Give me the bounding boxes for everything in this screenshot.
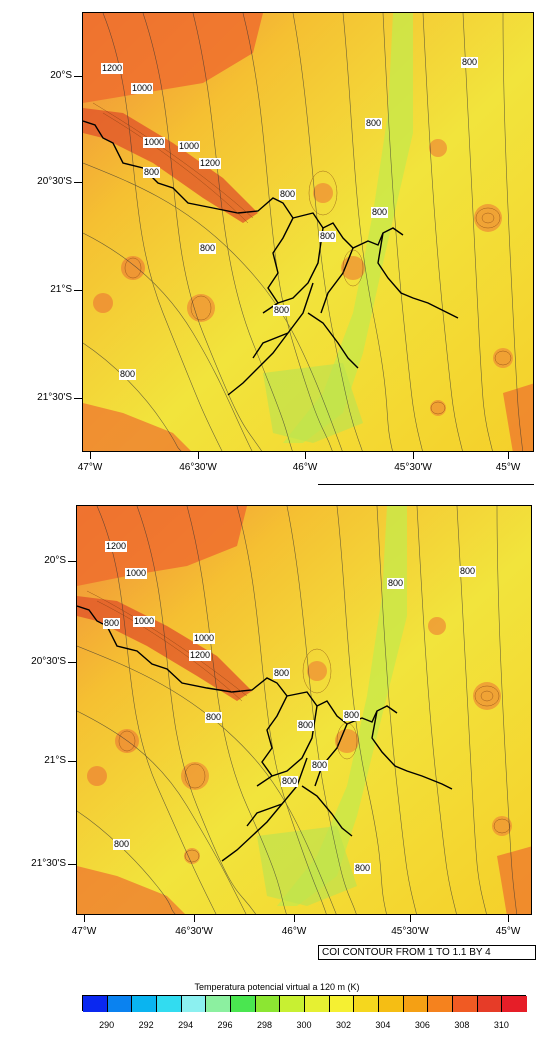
colorbar-cell: [231, 996, 256, 1012]
latitude-label: 21°30'S: [37, 392, 72, 403]
colorbar-tick-label: 290: [99, 1020, 115, 1030]
colorbar-bar: [82, 995, 527, 1012]
colorbar-cell: [379, 996, 404, 1012]
contour-label: 800: [273, 668, 291, 679]
contour-label: 800: [281, 776, 299, 787]
colorbar-cell: [255, 996, 281, 1012]
latitude-label: 20°30'S: [31, 656, 66, 667]
contour-label: 800: [459, 566, 477, 577]
colorbar-cell: [305, 996, 330, 1012]
colorbar-tick-label: 304: [375, 1020, 391, 1030]
colorbar-cell: [157, 996, 182, 1012]
colorbar-tick-label: 308: [454, 1020, 470, 1030]
contour-label: 1000: [143, 137, 166, 148]
colorbar-cell: [181, 996, 207, 1012]
map-area-bottom: 1200 1000 1000 800 1000 1200 800 800 800…: [76, 505, 532, 915]
contour-label: 800: [205, 712, 223, 723]
colorbar-cell: [107, 996, 133, 1012]
colorbar-tick-label: 298: [257, 1020, 273, 1030]
contour-label: 800: [119, 369, 137, 380]
colorbar-cell: [83, 996, 108, 1012]
colorbar-tick-label: 306: [414, 1020, 430, 1030]
contour-info-box: COI CONTOUR FROM 1 TO 1.1 BY 4: [318, 945, 536, 960]
contour-label: 800: [279, 189, 297, 200]
longitude-label: 46°W: [281, 926, 307, 937]
colorbar-cell: [354, 996, 379, 1012]
colorbar-tick-label: 292: [138, 1020, 154, 1030]
colorbar-title: Temperatura potencial virtual a 120 m (K…: [194, 982, 360, 992]
contour-label: 1200: [101, 63, 124, 74]
contour-label: 1200: [105, 541, 128, 552]
contour-label: 800: [297, 720, 315, 731]
colorbar-cell: [132, 996, 157, 1012]
colorbar-cell: [477, 996, 503, 1012]
colorbar-cell: [280, 996, 305, 1012]
longitude-label: 45°30'W: [394, 462, 432, 473]
colorbar-cell: [206, 996, 231, 1012]
contour-label: 800: [103, 618, 121, 629]
contour-label: 1000: [125, 568, 148, 579]
colorbar-cell: [428, 996, 453, 1012]
longitude-label: 45°W: [495, 926, 521, 937]
contour-label: 1200: [189, 650, 212, 661]
contour-label: 1000: [193, 633, 216, 644]
contour-label: 800: [343, 710, 361, 721]
contour-label: 1200: [199, 158, 222, 169]
contour-label: 800: [143, 167, 161, 178]
longitude-label: 46°30'W: [179, 462, 217, 473]
latitude-label: 21°S: [44, 755, 66, 766]
temperature-field-bottom: [77, 506, 531, 914]
map-area-top: 1200 1000 1000 1000 1200 800 800 800 800…: [82, 12, 534, 452]
latitude-label: 21°S: [50, 284, 72, 295]
temperature-field-top: [83, 13, 533, 451]
contour-label: 800: [319, 231, 337, 242]
contour-label: 800: [199, 243, 217, 254]
longitude-label: 47°W: [77, 462, 103, 473]
colorbar-cell: [403, 996, 429, 1012]
contour-label: 800: [387, 578, 405, 589]
contour-label: 800: [371, 207, 389, 218]
latitude-label: 20°30'S: [37, 176, 72, 187]
contour-label: 1000: [178, 141, 201, 152]
contour-label: 800: [354, 863, 372, 874]
contour-label: 800: [113, 839, 131, 850]
longitude-label: 46°W: [292, 462, 318, 473]
contour-label: 800: [311, 760, 329, 771]
colorbar-cell: [329, 996, 355, 1012]
colorbar-tick-label: 310: [493, 1020, 509, 1030]
colorbar-cell: [453, 996, 478, 1012]
longitude-label: 45°W: [495, 462, 521, 473]
contour-label: 800: [365, 118, 383, 129]
longitude-label: 47°W: [71, 926, 97, 937]
latitude-label: 20°S: [50, 70, 72, 81]
colorbar-tick-label: 296: [217, 1020, 233, 1030]
contour-label: 1000: [131, 83, 154, 94]
contour-label: 1000: [133, 616, 156, 627]
contour-label: 800: [461, 57, 479, 68]
colorbar-tick-label: 300: [296, 1020, 312, 1030]
colorbar-tick-label: 302: [335, 1020, 351, 1030]
info-box-edge: [318, 484, 534, 485]
contour-label: 800: [273, 305, 291, 316]
colorbar-cell: [502, 996, 527, 1012]
longitude-label: 46°30'W: [175, 926, 213, 937]
map-panel-top: 1200 1000 1000 1000 1200 800 800 800 800…: [0, 0, 554, 490]
longitude-label: 45°30'W: [391, 926, 429, 937]
latitude-label: 20°S: [44, 555, 66, 566]
latitude-label: 21°30'S: [31, 858, 66, 869]
colorbar-tick-label: 294: [178, 1020, 194, 1030]
